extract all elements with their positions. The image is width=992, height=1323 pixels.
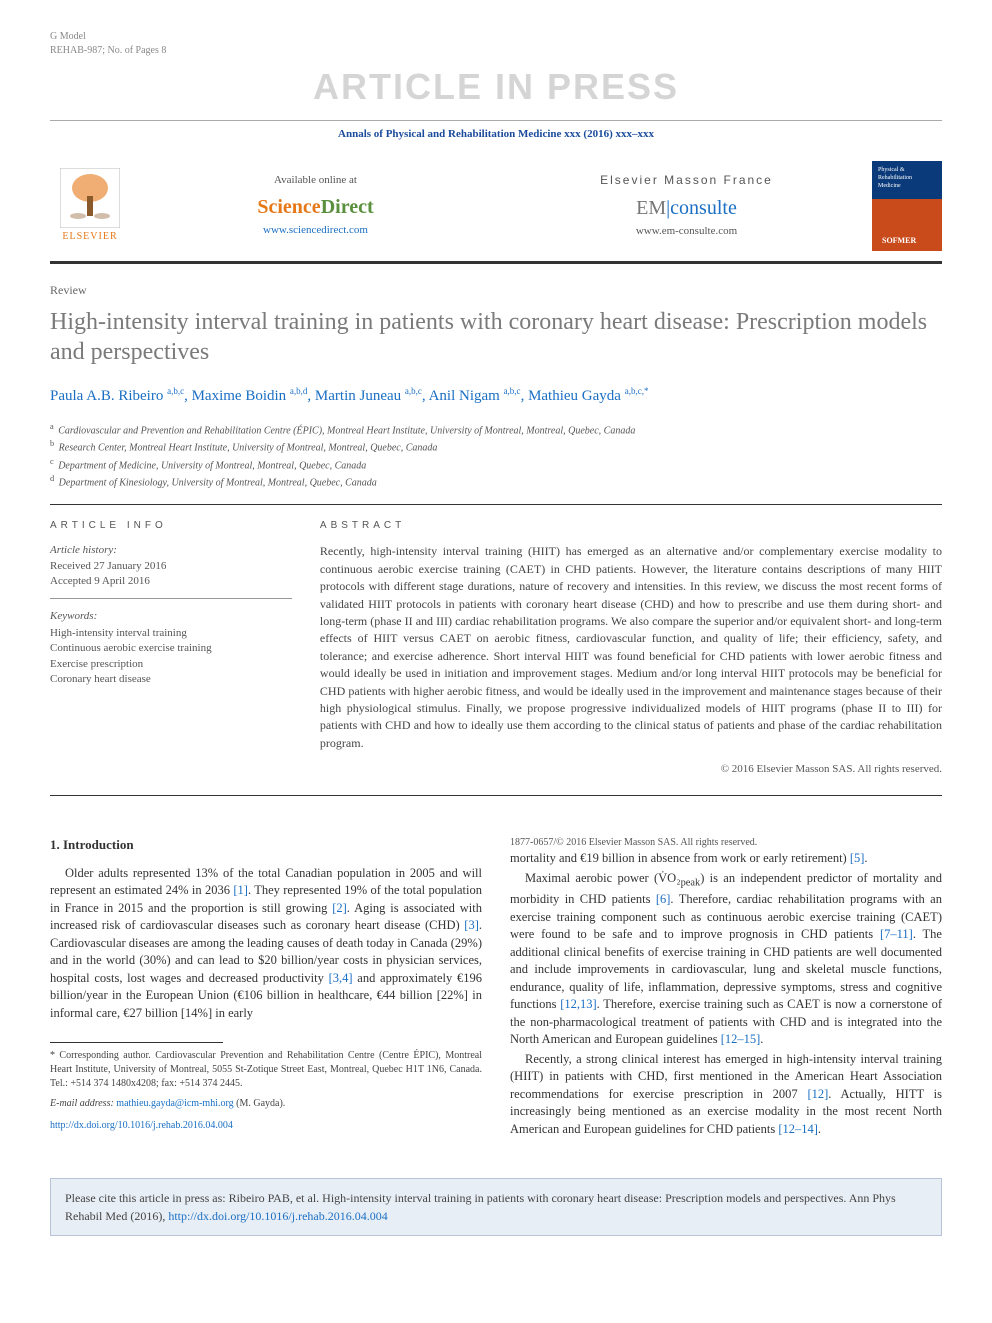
citation-link[interactable]: [6] (656, 892, 671, 906)
doi-copyright: 1877-0657/© 2016 Elsevier Masson SAS. Al… (510, 836, 942, 850)
elsevier-logo: ELSEVIER (50, 161, 130, 251)
citation-link[interactable]: [2] (332, 901, 347, 915)
citation-link[interactable]: [12–14] (778, 1122, 818, 1136)
paragraph: mortality and €19 billion in absence fro… (510, 850, 942, 868)
divider (50, 504, 942, 505)
paragraph: Older adults represented 13% of the tota… (50, 865, 482, 1023)
sciencedirect-logo: ScienceDirect (130, 193, 501, 221)
history-label: Article history: (50, 543, 292, 558)
keyword: High-intensity interval training (50, 626, 292, 641)
available-online-text: Available online at (130, 173, 501, 188)
paragraph: Maximal aerobic power (V̇O₂peak) is an i… (510, 870, 942, 1049)
article-type: Review (50, 282, 942, 299)
keyword: Coronary heart disease (50, 672, 292, 687)
g-model: G Model (50, 30, 166, 44)
emconsulte-logo: EM|consulte (501, 194, 872, 222)
svg-text:SOFMER: SOFMER (882, 236, 916, 245)
running-header: G Model REHAB-987; No. of Pages 8 (50, 30, 942, 58)
svg-text:Rehabilitation: Rehabilitation (878, 175, 912, 181)
body-text: 1. Introduction Older adults represented… (50, 836, 942, 1138)
divider (50, 795, 942, 796)
citation-link[interactable]: [3] (464, 918, 479, 932)
accepted-date: Accepted 9 April 2016 (50, 574, 292, 589)
doi-link[interactable]: http://dx.doi.org/10.1016/j.rehab.2016.0… (50, 1119, 482, 1133)
citation-link[interactable]: [7–11] (880, 927, 913, 941)
section-heading: 1. Introduction (50, 836, 482, 854)
cite-this-article-box: Please cite this article in press as: Ri… (50, 1178, 942, 1236)
elsevier-tree-icon (60, 168, 120, 228)
abstract-body: Recently, high-intensity interval traini… (320, 543, 942, 752)
emconsulte-block: Elsevier Masson France EM|consulte www.e… (501, 172, 872, 240)
citebox-doi-link[interactable]: http://dx.doi.org/10.1016/j.rehab.2016.0… (168, 1209, 387, 1223)
keyword: Exercise prescription (50, 657, 292, 672)
article-history: Article history: Received 27 January 201… (50, 543, 292, 598)
citation-link[interactable]: [12–15] (721, 1032, 761, 1046)
svg-text:Physical &: Physical & (878, 167, 905, 173)
article-id: REHAB-987; No. of Pages 8 (50, 44, 166, 58)
keywords-label: Keywords: (50, 609, 292, 624)
svg-text:Medicine: Medicine (878, 183, 901, 189)
affiliation-line: b Research Center, Montreal Heart Instit… (50, 438, 942, 455)
citation-link[interactable]: [5] (850, 851, 865, 865)
citation-link[interactable]: [12] (807, 1087, 828, 1101)
footnote-rule (50, 1042, 223, 1043)
elsevier-text: ELSEVIER (62, 230, 117, 244)
citation-link[interactable]: [1] (233, 883, 248, 897)
email-footnote: E-mail address: mathieu.gayda@icm-mhi.or… (50, 1097, 482, 1111)
email-link[interactable]: mathieu.gayda@icm-mhi.org (116, 1098, 233, 1109)
received-date: Received 27 January 2016 (50, 559, 292, 574)
publisher-band: ELSEVIER Available online at ScienceDire… (50, 151, 942, 264)
affiliation-line: c Department of Medicine, University of … (50, 456, 942, 473)
affiliation-line: d Department of Kinesiology, University … (50, 473, 942, 490)
abstract-head: ABSTRACT (320, 519, 942, 533)
sciencedirect-url[interactable]: www.sciencedirect.com (130, 223, 501, 238)
paragraph: Recently, a strong clinical interest has… (510, 1051, 942, 1139)
abstract-copyright: © 2016 Elsevier Masson SAS. All rights r… (320, 762, 942, 777)
keywords-list: High-intensity interval trainingContinuo… (50, 626, 292, 688)
watermark: ARTICLE IN PRESS (50, 62, 942, 112)
affiliations: a Cardiovascular and Prevention and Reha… (50, 421, 942, 490)
article-info-head: ARTICLE INFO (50, 519, 292, 533)
journal-cover-thumb: Physical & Rehabilitation Medicine SOFME… (872, 161, 942, 251)
citation-link[interactable]: [12,13] (560, 997, 596, 1011)
em-title: Elsevier Masson France (501, 172, 872, 189)
article-title: High-intensity interval training in pati… (50, 307, 942, 367)
authors-line: Paula A.B. Ribeiro a,b,c, Maxime Boidin … (50, 385, 942, 408)
keyword: Continuous aerobic exercise training (50, 641, 292, 656)
affiliation-line: a Cardiovascular and Prevention and Reha… (50, 421, 942, 438)
corresponding-author-footnote: * Corresponding author. Cardiovascular P… (50, 1049, 482, 1091)
citation-link[interactable]: [3,4] (329, 971, 353, 985)
journal-citation: Annals of Physical and Rehabilitation Me… (50, 120, 942, 142)
emconsulte-url[interactable]: www.em-consulte.com (501, 224, 872, 239)
sciencedirect-block: Available online at ScienceDirect www.sc… (130, 173, 501, 238)
